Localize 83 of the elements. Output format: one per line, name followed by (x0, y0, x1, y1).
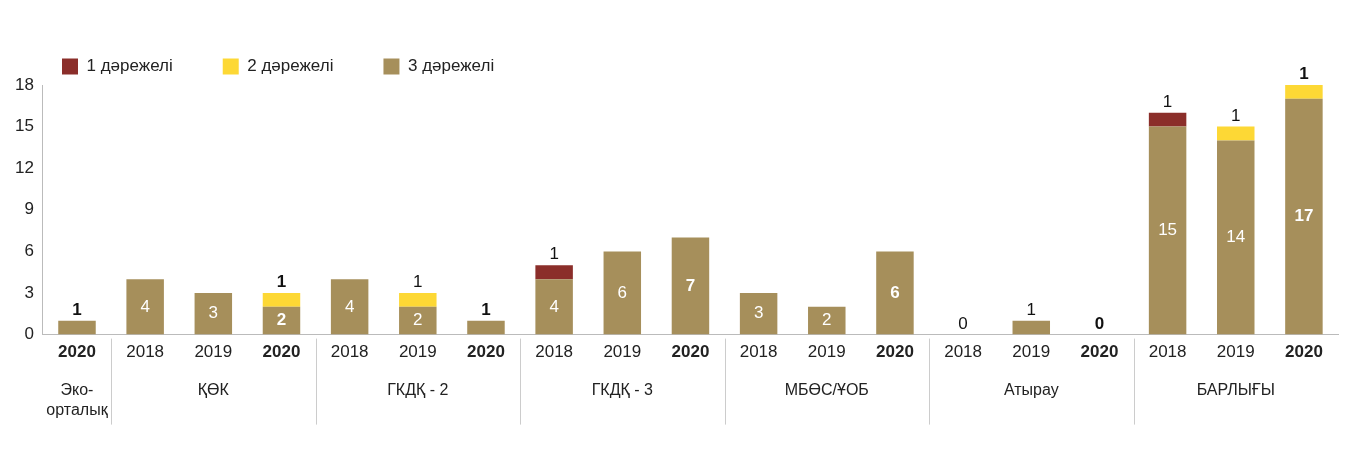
text: Атырау (1003, 381, 1059, 399)
y-tick-label: 9 (24, 199, 34, 219)
bar (1012, 320, 1051, 335)
bar (1217, 126, 1255, 141)
data-label: 7 (685, 275, 696, 295)
bar (58, 320, 96, 335)
data-label: 14 (1226, 227, 1246, 247)
y-tick-label: 6 (24, 241, 34, 261)
bar (1285, 98, 1323, 335)
x-tick-label: 2020 (671, 342, 710, 362)
bar (399, 293, 437, 307)
data-label: 1 (1162, 91, 1173, 111)
bar (467, 320, 505, 335)
bar (535, 265, 573, 280)
x-tick-label: 2018 (1148, 342, 1187, 362)
bar (399, 306, 437, 335)
bar (876, 251, 914, 335)
data-label: 1 (72, 299, 82, 319)
data-label: 4 (140, 296, 150, 316)
text: МБӨС/ҰОБ (784, 381, 869, 399)
x-tick-label: 2019 (807, 342, 846, 362)
bar (603, 251, 642, 335)
x-tick-label: 2020 (58, 342, 96, 362)
x-tick-label: 2018 (739, 342, 778, 362)
x-tick-label: 2020 (1285, 342, 1323, 362)
bar (126, 279, 164, 335)
data-label: 0 (1094, 313, 1105, 333)
data-label: 0 (958, 313, 968, 333)
data-label: 1 (413, 272, 423, 292)
y-tick-label: 3 (24, 282, 34, 302)
x-tick-label: 2020 (876, 342, 914, 362)
bar (671, 237, 710, 335)
x-tick-label: 2020 (1080, 342, 1119, 362)
data-label: 6 (617, 282, 628, 302)
legend-label: 2 дәрежелі (247, 56, 334, 76)
x-tick-label: 2019 (1012, 342, 1051, 362)
text: Эко-орталық (46, 381, 109, 419)
data-label: 4 (344, 296, 355, 316)
x-tick-label: 2020 (467, 342, 505, 362)
data-label: 3 (753, 303, 764, 323)
bar (739, 293, 778, 335)
x-tick-label: 2018 (330, 342, 369, 362)
bar (808, 306, 846, 335)
data-label: 15 (1158, 220, 1178, 240)
bar (1217, 140, 1255, 335)
text: ҚӨК (197, 381, 230, 399)
data-label: 1 (1231, 105, 1241, 125)
data-label: 2 (822, 310, 832, 330)
data-label: 3 (208, 303, 219, 323)
data-label: 1 (481, 299, 491, 319)
x-tick-label: 2019 (603, 342, 642, 362)
x-tick-label: 2019 (1216, 342, 1255, 362)
data-label: 1 (1299, 64, 1309, 84)
y-tick-label: 0 (24, 324, 34, 344)
y-tick-label: 18 (14, 74, 34, 94)
x-tick-label: 2018 (535, 342, 574, 362)
y-tick-label: 12 (14, 157, 34, 177)
bar (262, 293, 301, 307)
y-tick-label: 15 (14, 116, 34, 136)
text: ГКДҚ - 2 (387, 381, 449, 399)
data-label: 1 (549, 244, 559, 264)
bar (194, 293, 233, 335)
text: БАРЛЫҒЫ (1196, 381, 1275, 399)
bar (1285, 85, 1323, 99)
x-tick-label: 2019 (194, 342, 233, 362)
bar (1148, 126, 1187, 335)
legend-label: 3 дәрежелі (407, 56, 495, 76)
data-label: 2 (413, 310, 423, 330)
bar (330, 279, 369, 335)
legend-label: 1 дәрежелі (86, 56, 173, 76)
data-label: 6 (890, 282, 900, 302)
x-tick-label: 2020 (262, 342, 301, 362)
bar (1148, 112, 1187, 127)
data-label: 1 (276, 272, 287, 292)
data-label: 2 (276, 310, 287, 330)
x-tick-label: 2018 (126, 342, 165, 362)
data-label: 4 (549, 296, 559, 316)
bar (535, 279, 573, 335)
x-tick-label: 2018 (944, 342, 983, 362)
text: ГКДҚ - 3 (591, 381, 654, 399)
x-tick-label: 2019 (398, 342, 437, 362)
data-label: 1 (1026, 299, 1036, 319)
data-label: 17 (1294, 206, 1314, 226)
